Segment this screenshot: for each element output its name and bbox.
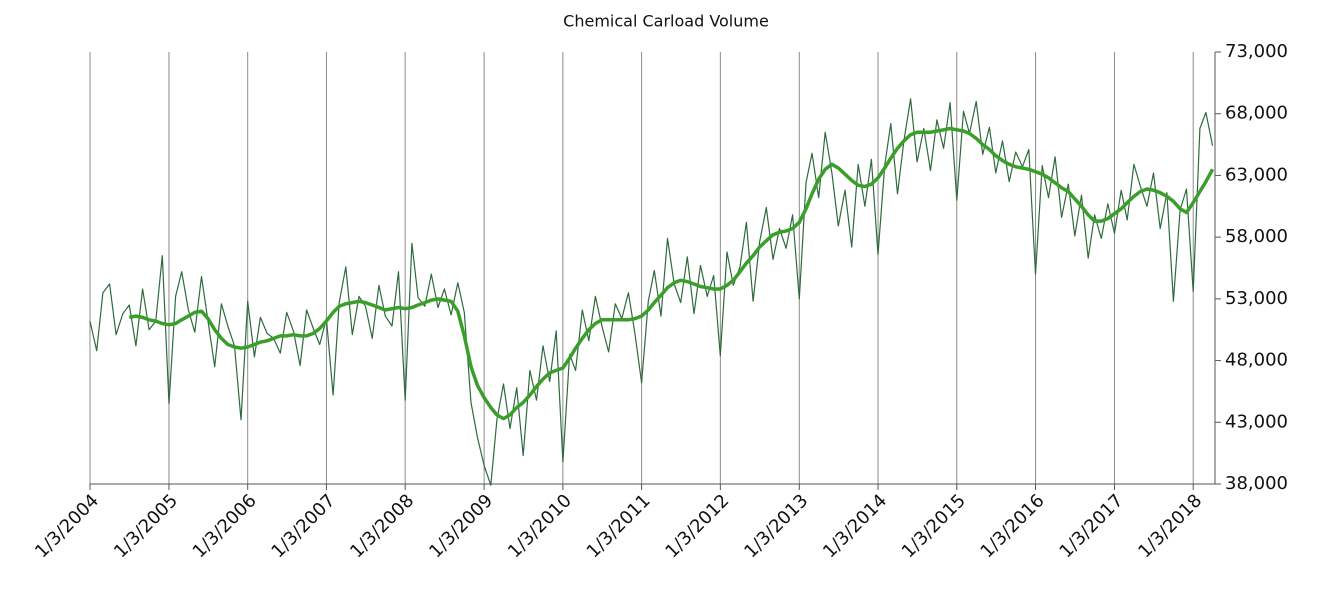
y-tick-label: 68,000	[1225, 103, 1288, 124]
x-tick-label: 1/3/2012	[661, 490, 733, 562]
y-tick-label: 73,000	[1225, 41, 1288, 62]
x-tick-label: 1/3/2017	[1056, 490, 1128, 562]
x-tick-label: 1/3/2013	[740, 490, 812, 562]
chart-title: Chemical Carload Volume	[563, 12, 769, 31]
y-tick-label: 38,000	[1225, 473, 1288, 494]
y-tick-label: 63,000	[1225, 164, 1288, 185]
x-tick-label: 1/3/2008	[346, 490, 418, 562]
x-tick-label: 1/3/2014	[819, 490, 891, 562]
x-tick-label: 1/3/2011	[583, 490, 655, 562]
series-line	[128, 126, 1215, 421]
x-tick-label: 1/3/2018	[1134, 490, 1206, 562]
x-tick-label: 1/3/2015	[898, 490, 970, 562]
x-tick-label: 1/3/2010	[504, 490, 576, 562]
x-tick-label: 1/3/2005	[110, 490, 182, 562]
x-tick-label: 1/3/2007	[267, 490, 339, 562]
y-tick-label: 43,000	[1225, 411, 1288, 432]
series-line	[89, 98, 1214, 486]
x-tick-label: 1/3/2004	[31, 490, 103, 562]
y-tick-label: 48,000	[1225, 350, 1288, 371]
y-tick-label: 53,000	[1225, 288, 1288, 309]
x-tick-label: 1/3/2016	[977, 490, 1049, 562]
y-tick-label: 58,000	[1225, 226, 1288, 247]
x-tick-label: 1/3/2006	[189, 490, 261, 562]
x-tick-label: 1/3/2009	[425, 490, 497, 562]
